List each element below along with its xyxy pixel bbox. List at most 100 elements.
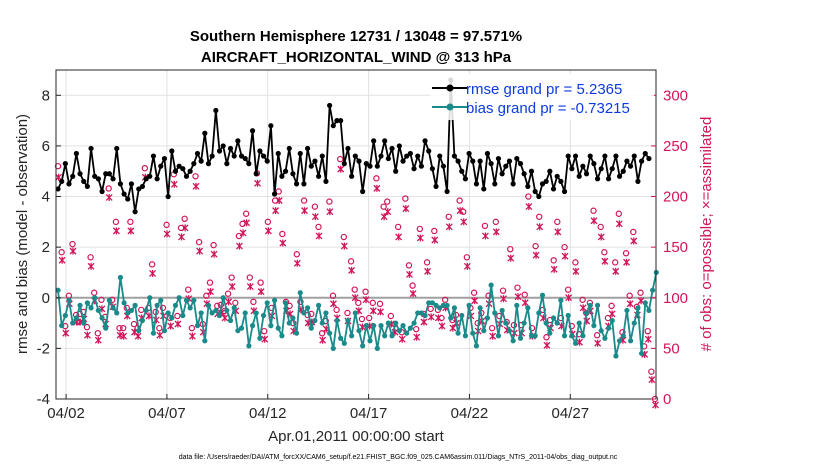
obs-assimilated-marker — [239, 229, 247, 237]
rmse-point — [224, 161, 230, 167]
rmse-point — [246, 161, 252, 167]
obs-possible-marker — [536, 213, 543, 220]
bias-point — [257, 335, 263, 341]
obs-possible-marker — [264, 218, 272, 226]
x-axis: 04/02 04/07 04/12 04/17 04/22 04/27 — [47, 394, 589, 422]
obs-assimilated-marker — [330, 300, 337, 308]
obs-possible-marker — [54, 162, 62, 170]
left-y-axis: -4 -2 0 2 4 6 8 — [37, 87, 61, 408]
rmse-point — [470, 158, 476, 164]
rmse-point — [249, 128, 256, 134]
obs-possible-marker — [275, 188, 282, 195]
bias-point — [506, 328, 513, 334]
obs-possible-marker — [228, 274, 235, 281]
obs-possible-marker — [507, 245, 514, 253]
bias-point — [455, 330, 461, 336]
obs-possible-marker — [326, 198, 333, 205]
bias-point — [198, 310, 204, 316]
obs-possible-marker — [271, 197, 279, 204]
x-axis-label: Apr.01,2011 00:00:00 start — [268, 428, 445, 445]
obs-assimilated-marker — [409, 290, 417, 298]
bias-point — [525, 305, 531, 311]
rmse-point — [242, 155, 248, 162]
obs-possible-marker — [521, 291, 528, 298]
rmse-point — [330, 123, 336, 129]
rmse-point — [378, 153, 384, 159]
left-y-axis-label: rmse and bias (model - observation) — [14, 114, 31, 354]
obs-possible-marker — [351, 286, 358, 293]
obs-possible-marker — [181, 215, 188, 223]
bias-point — [73, 315, 79, 321]
bias-point — [106, 297, 113, 303]
rmse-point — [569, 166, 575, 172]
bias-point — [451, 305, 458, 311]
obs-assimilated-marker — [192, 182, 200, 190]
bias-point — [605, 325, 612, 331]
rmse-point — [66, 181, 72, 187]
bias-point — [110, 305, 116, 311]
bias-point — [378, 323, 384, 329]
obs-possible-marker — [340, 233, 348, 241]
rmse-point — [558, 178, 564, 184]
bias-point — [587, 302, 593, 308]
obs-possible-marker — [188, 324, 196, 332]
obs-assimilated-marker — [395, 233, 403, 241]
obs-possible-marker — [427, 305, 434, 313]
bias-point — [594, 302, 601, 308]
rmse-point — [253, 171, 259, 177]
rmse-point — [235, 138, 241, 144]
obs-assimilated-marker — [235, 242, 243, 250]
obs-possible-marker — [130, 320, 138, 328]
obs-assimilated-marker — [615, 220, 623, 228]
obs-assimilated-marker — [644, 335, 652, 343]
bias-point — [95, 307, 101, 314]
obs-assimilated-marker — [196, 247, 204, 255]
rmse-point — [587, 153, 593, 159]
obs-assimilated-marker — [507, 254, 515, 262]
rmse-point — [334, 118, 340, 124]
right-tick-label: 0 — [663, 391, 671, 408]
bias-point — [459, 312, 465, 319]
bias-point — [158, 297, 164, 303]
rmse-point — [352, 153, 358, 159]
obs-possible-marker — [246, 274, 253, 281]
rmse-point — [271, 191, 278, 197]
bias-point — [330, 345, 336, 351]
bias-point — [114, 310, 120, 316]
obs-possible-marker — [159, 304, 167, 312]
bias-point — [576, 320, 582, 326]
rmse-point — [433, 183, 439, 190]
obs-possible-marker — [112, 218, 120, 226]
bias-point — [356, 328, 362, 334]
obs-possible-marker — [384, 198, 391, 205]
obs-assimilated-marker — [463, 262, 471, 270]
obs-possible-marker — [630, 228, 637, 236]
rmse-point — [627, 163, 634, 169]
obs-assimilated-marker — [319, 336, 327, 344]
obs-assimilated-marker — [420, 318, 428, 326]
obs-assimilated-marker — [293, 259, 301, 267]
obs-assimilated-marker — [384, 208, 392, 216]
obs-possible-marker — [622, 250, 630, 257]
obs-possible-marker — [550, 257, 557, 264]
bias-point — [334, 317, 340, 324]
rmse-point — [99, 188, 105, 195]
obs-assimilated-marker — [167, 322, 175, 330]
rmse-point — [583, 171, 590, 177]
obs-possible-marker — [177, 224, 185, 232]
obs-possible-marker — [376, 300, 384, 308]
bias-point — [646, 307, 652, 314]
bias-point — [224, 307, 230, 314]
bias-point — [462, 333, 469, 339]
bias-point — [503, 320, 509, 326]
rmse-point — [561, 188, 568, 195]
bias-point — [304, 305, 311, 311]
right-tick-label: 100 — [663, 290, 688, 307]
bias-point — [253, 310, 259, 316]
rmse-point — [415, 153, 421, 159]
bias-point — [448, 315, 454, 321]
obs-assimilated-marker — [597, 233, 605, 241]
rmse-point — [103, 171, 109, 177]
rmse-point — [495, 155, 502, 162]
rmse-point — [565, 153, 571, 159]
